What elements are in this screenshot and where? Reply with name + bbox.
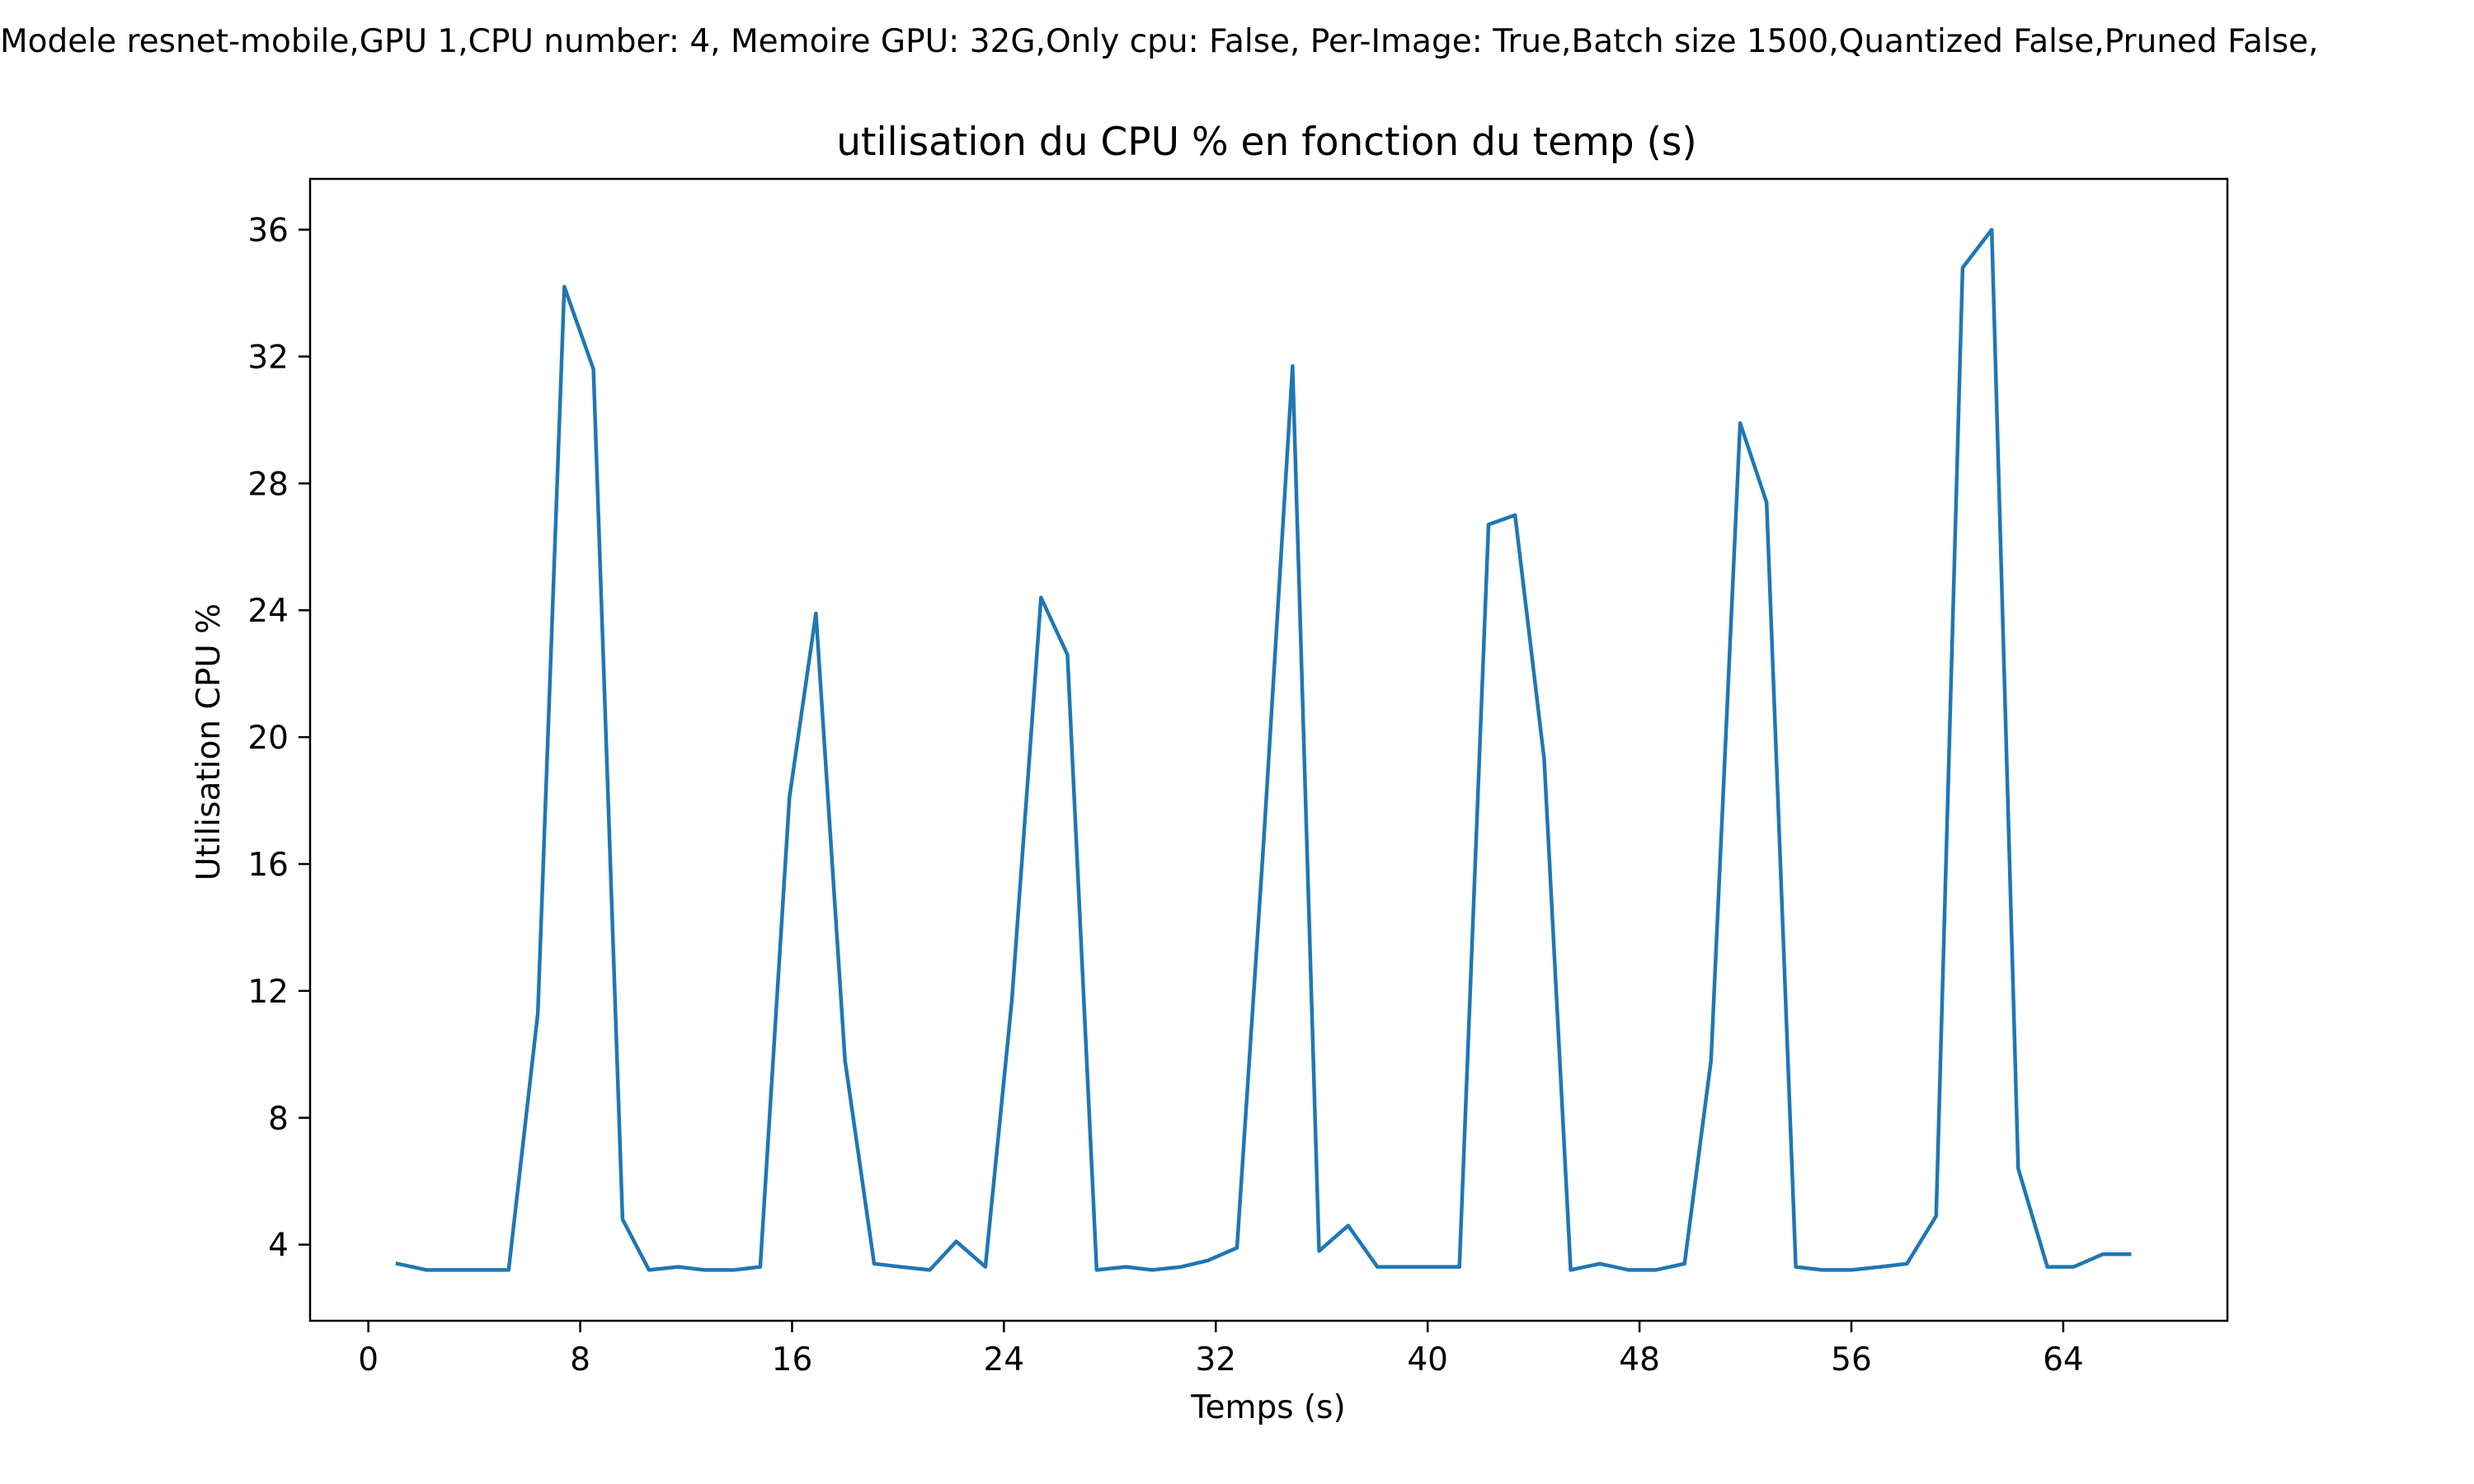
data-point — [1682, 1261, 1686, 1266]
data-point — [1124, 1265, 1128, 1269]
data-point — [928, 1268, 932, 1272]
x-axis-title: Temps (s) — [1190, 1389, 1345, 1426]
y-axis-title: Utilisation CPU % — [190, 603, 228, 881]
x-tick-label: 24 — [984, 1341, 1025, 1378]
data-point — [1346, 1223, 1350, 1228]
data-point — [1653, 1268, 1658, 1272]
data-point — [1039, 595, 1043, 599]
data-point — [1709, 1059, 1713, 1063]
data-point — [2016, 1167, 2020, 1171]
y-tick-label: 16 — [247, 847, 289, 884]
data-point — [843, 1059, 847, 1063]
data-point — [620, 1217, 624, 1221]
data-point — [1905, 1261, 1909, 1266]
data-point — [1206, 1258, 1210, 1262]
data-point — [899, 1265, 903, 1269]
data-point — [2101, 1252, 2105, 1256]
figure-suptitle: Modele resnet-mobile,GPU 1,CPU number: 4… — [0, 23, 2319, 60]
data-point — [1627, 1268, 1631, 1272]
data-point — [2128, 1252, 2132, 1256]
data-point — [1879, 1265, 1883, 1269]
x-tick-label: 64 — [2043, 1341, 2084, 1378]
x-tick-label: 48 — [1619, 1341, 1660, 1378]
data-point — [1376, 1265, 1380, 1269]
data-point — [1569, 1268, 1573, 1272]
data-point — [2045, 1265, 2049, 1269]
data-point — [1794, 1265, 1798, 1269]
chart-title: utilisation du CPU % en fonction du temp… — [836, 120, 1696, 165]
y-tick-label: 28 — [247, 466, 289, 503]
data-point — [1094, 1268, 1098, 1272]
data-point — [1542, 758, 1546, 761]
data-point — [591, 367, 595, 371]
data-point — [703, 1268, 707, 1272]
plot-area-frame — [308, 177, 2229, 1322]
data-point — [676, 1265, 680, 1269]
data-point — [1487, 523, 1490, 527]
data-point — [1738, 421, 1743, 425]
x-tick-label: 40 — [1407, 1341, 1448, 1378]
data-point — [480, 1268, 484, 1272]
data-point — [1150, 1268, 1155, 1272]
data-point — [814, 612, 818, 616]
x-axis-ticks: 0 8 16 24 32 40 48 56 64 — [358, 1321, 2084, 1378]
y-tick-label: 4 — [268, 1228, 289, 1265]
x-tick-label: 32 — [1195, 1341, 1236, 1378]
data-point — [1457, 1265, 1461, 1269]
data-point — [1179, 1265, 1183, 1269]
x-tick-label: 16 — [772, 1341, 813, 1378]
data-point — [1513, 513, 1517, 517]
data-point — [1431, 1265, 1435, 1269]
data-point — [1850, 1268, 1853, 1272]
data-point — [1402, 1265, 1406, 1269]
data-point — [1990, 228, 1994, 232]
data-point — [1934, 1214, 1938, 1218]
series-points — [396, 228, 2132, 1272]
data-point — [425, 1268, 429, 1272]
data-point — [506, 1268, 510, 1272]
y-tick-label: 36 — [247, 213, 289, 250]
data-point — [1291, 364, 1295, 368]
data-point — [562, 284, 567, 289]
data-point — [1765, 500, 1769, 505]
data-point — [1010, 998, 1014, 1003]
data-point — [1065, 653, 1070, 657]
y-tick-label: 32 — [247, 339, 289, 376]
y-tick-label: 8 — [268, 1101, 289, 1138]
y-axis-ticks: 4 8 12 16 20 24 28 32 36 — [247, 213, 310, 1265]
data-point — [1820, 1268, 1824, 1272]
data-point — [954, 1239, 958, 1243]
data-point — [788, 796, 792, 800]
data-point — [872, 1261, 876, 1266]
data-point — [758, 1265, 762, 1269]
y-tick-label: 12 — [247, 974, 289, 1011]
data-point — [1235, 1246, 1239, 1250]
data-point — [647, 1268, 651, 1272]
x-tick-label: 8 — [570, 1341, 590, 1378]
x-tick-label: 0 — [358, 1341, 379, 1378]
data-point — [983, 1265, 987, 1269]
y-tick-label: 24 — [247, 593, 289, 630]
x-tick-label: 56 — [1831, 1341, 1872, 1378]
data-point — [1960, 265, 1964, 270]
series-line — [395, 228, 2132, 1272]
data-point — [396, 1261, 399, 1266]
data-point — [1262, 843, 1266, 847]
data-point — [731, 1268, 736, 1272]
data-point — [1597, 1261, 1602, 1266]
data-point — [451, 1268, 455, 1272]
data-point — [536, 1011, 540, 1015]
data-point — [1317, 1249, 1321, 1253]
data-point — [2072, 1265, 2076, 1269]
y-tick-label: 20 — [247, 720, 289, 757]
